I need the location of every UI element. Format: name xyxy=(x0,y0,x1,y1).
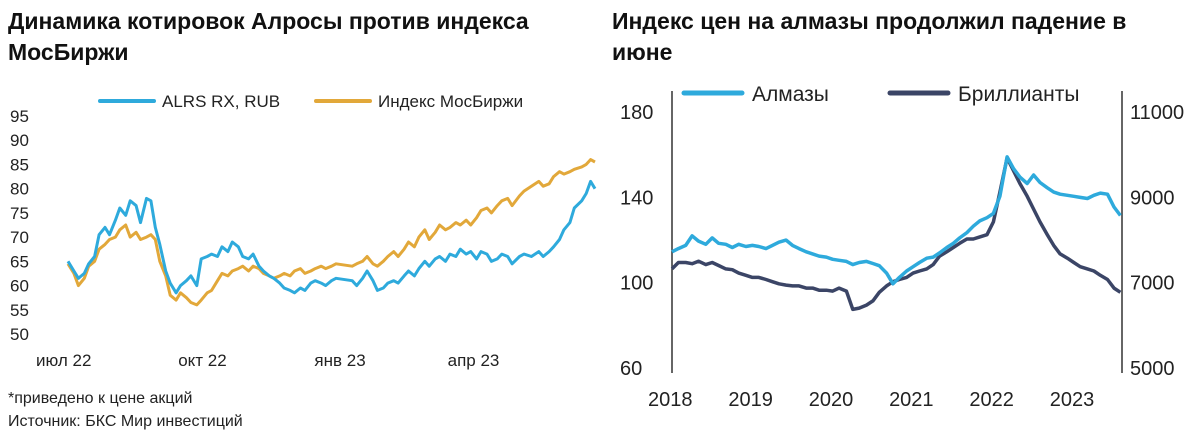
x-tick-label: 2022 xyxy=(969,389,1014,411)
x-tick-label: апр 23 xyxy=(448,351,500,370)
y-tick-label: 65 xyxy=(10,252,29,271)
y-right-tick-label: 7000 xyxy=(1130,273,1175,295)
right-chart-canvas: 60 100 140 180 5000 7000 9000 11000 2018 2019 2020… xyxy=(620,83,1184,411)
y-left-tick-label: 100 xyxy=(620,273,653,295)
legend-label-2: Бриллианты xyxy=(958,83,1079,106)
x-tick-label: 2019 xyxy=(728,389,773,411)
legend-label-1: Алмазы xyxy=(752,83,829,106)
x-tick-label: 2023 xyxy=(1050,389,1095,411)
x-tick-label: 2021 xyxy=(889,389,934,411)
series-line-2 xyxy=(66,158,596,307)
y-right-tick-label: 11000 xyxy=(1130,102,1184,124)
series-line-1 xyxy=(671,155,1122,286)
x-tick-label: окт 22 xyxy=(178,351,227,370)
x-tick-label: 2018 xyxy=(648,389,693,411)
y-left-tick-label: 180 xyxy=(620,102,653,124)
legend-label-2: Индекс МосБиржи xyxy=(378,92,523,111)
left-chart-title: Динамика котировок Алросы против индекса… xyxy=(8,8,529,65)
left-chart-canvas: 50 55 60 65 70 75 80 85 90 95 июл 22 окт 22 янв 23 ап… xyxy=(10,92,597,370)
y-tick-label: 60 xyxy=(10,277,29,296)
footnote: *приведено к цене акций xyxy=(8,390,193,407)
y-tick-label: 85 xyxy=(10,155,29,174)
y-right-tick-label: 9000 xyxy=(1130,187,1175,209)
y-tick-label: 90 xyxy=(10,131,29,150)
right-chart-panel: Индекс цен на алмазы продолжил падение в… xyxy=(600,0,1200,435)
x-tick-label: янв 23 xyxy=(314,351,365,370)
y-left-tick-label: 60 xyxy=(620,358,642,380)
legend-label-1: ALRS RX, RUB xyxy=(162,92,280,111)
y-tick-label: 95 xyxy=(10,107,29,126)
series-line-2 xyxy=(670,156,1122,312)
y-tick-label: 75 xyxy=(10,204,29,223)
y-tick-label: 50 xyxy=(10,325,29,344)
x-tick-label: июл 22 xyxy=(36,351,91,370)
y-tick-label: 80 xyxy=(10,180,29,199)
x-tick-label: 2020 xyxy=(809,389,854,411)
y-right-tick-label: 5000 xyxy=(1130,358,1175,380)
y-left-tick-label: 140 xyxy=(620,187,653,209)
source-note: Источник: БКС Мир инвестиций xyxy=(8,413,243,430)
left-chart-panel: Динамика котировок Алросы против индекса… xyxy=(8,8,597,430)
right-chart-title: Индекс цен на алмазы продолжил падение в… xyxy=(612,8,1127,65)
series-line-1 xyxy=(66,179,597,295)
y-tick-label: 70 xyxy=(10,228,29,247)
y-tick-label: 55 xyxy=(10,301,29,320)
